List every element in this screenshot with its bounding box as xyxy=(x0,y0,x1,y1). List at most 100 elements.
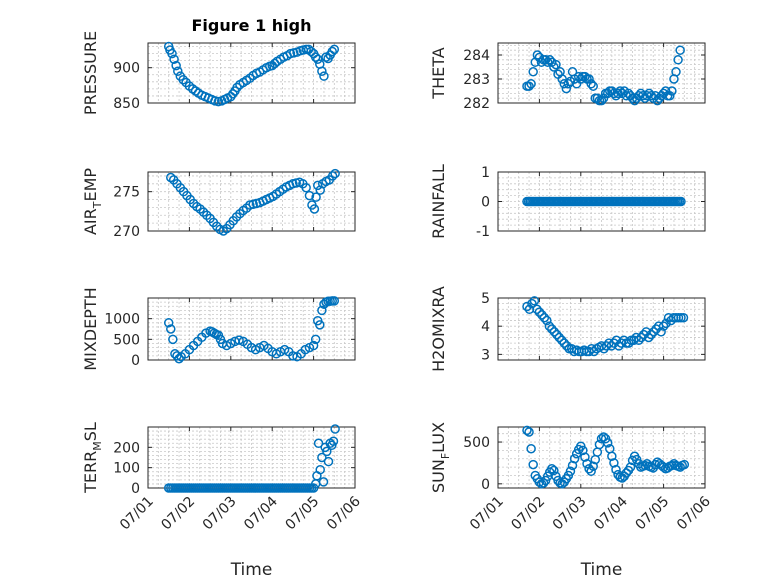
subplot-4: -1 0 1 RAINFALL xyxy=(429,164,706,240)
data-point xyxy=(545,55,555,65)
data-point xyxy=(301,182,311,193)
data-point xyxy=(327,46,337,57)
data-point xyxy=(330,168,340,179)
y-tick-label: 5 xyxy=(481,291,490,307)
x-tick-label: 07/04 xyxy=(241,493,281,533)
data-point xyxy=(661,318,671,329)
data-point xyxy=(528,67,538,77)
data-point xyxy=(168,334,178,345)
data-point xyxy=(163,318,174,328)
y-tick-label: 4 xyxy=(481,319,490,335)
subplot-2: 282 283 284 THETA xyxy=(429,42,706,112)
data-point xyxy=(567,460,578,471)
y-axis-label: PRESSURE xyxy=(81,31,100,115)
data-point xyxy=(522,425,532,436)
x-tick-label: 07/01 xyxy=(467,494,507,534)
data-point xyxy=(306,46,316,57)
axes-border xyxy=(497,426,706,489)
data-point xyxy=(309,204,320,214)
x-tick-label: 07/02 xyxy=(158,494,198,534)
data-point xyxy=(329,44,340,55)
data-point xyxy=(675,45,685,55)
data-point xyxy=(317,452,327,463)
x-tick-label: 07/06 xyxy=(324,493,364,533)
data-point xyxy=(315,185,325,195)
data-point xyxy=(559,79,569,89)
data-point xyxy=(547,464,557,474)
data-point xyxy=(532,304,542,315)
y-axis-label: TERRMSL xyxy=(81,422,104,494)
data-point xyxy=(561,341,572,351)
data-point xyxy=(643,332,654,343)
data-point xyxy=(586,466,596,477)
data-point xyxy=(539,312,550,323)
data-point xyxy=(569,454,580,464)
y-tick-label: 500 xyxy=(463,435,490,451)
data-point xyxy=(582,459,592,469)
data-point xyxy=(232,82,242,93)
data-point xyxy=(646,91,656,101)
data-point xyxy=(310,334,321,345)
data-point xyxy=(627,93,638,103)
data-point xyxy=(178,74,188,85)
figure-title: Figure 1 high xyxy=(192,16,312,35)
data-point xyxy=(549,62,559,72)
data-point xyxy=(542,57,553,67)
axes-border xyxy=(147,42,356,104)
data-point xyxy=(319,71,329,81)
y-tick-label: 3 xyxy=(481,347,490,363)
data-point xyxy=(315,320,325,330)
data-point xyxy=(538,478,549,488)
data-point xyxy=(678,312,689,323)
data-point xyxy=(557,335,567,346)
data-point xyxy=(552,329,562,340)
data-point xyxy=(665,91,675,101)
axes-border xyxy=(497,297,706,361)
data-point xyxy=(167,48,177,59)
data-point xyxy=(584,74,594,84)
data-point xyxy=(528,459,538,470)
subplot-6: 3 4 5 H2OMIXRA xyxy=(429,286,706,372)
data-point xyxy=(573,71,584,82)
data-point xyxy=(317,66,327,76)
data-point xyxy=(621,91,632,101)
data-point xyxy=(561,83,572,94)
y-tick-label: 270 xyxy=(113,224,140,240)
data-point xyxy=(602,438,613,448)
axes-border xyxy=(147,297,356,361)
data-point xyxy=(540,55,551,65)
data-point xyxy=(312,180,323,191)
y-axis-label: THETA xyxy=(429,47,448,99)
data-point xyxy=(534,307,545,317)
data-point xyxy=(646,329,656,340)
data-point xyxy=(169,54,179,64)
data-point xyxy=(318,477,329,487)
subplot-1: 850 900 PRESSURE Figure 1 high xyxy=(81,16,356,115)
data-point xyxy=(529,296,540,306)
x-tick-label: 07/05 xyxy=(633,494,673,534)
data-point xyxy=(322,446,332,457)
y-axis-label: MIXDEPTH xyxy=(81,287,100,370)
y-tick-label: 0 xyxy=(481,195,490,211)
data-point xyxy=(166,172,176,183)
x-tick-label: 07/04 xyxy=(591,493,631,533)
data-point xyxy=(304,190,315,201)
data-point xyxy=(310,52,321,62)
data-point xyxy=(671,67,681,77)
data-point xyxy=(311,192,321,202)
y-tick-label: 200 xyxy=(113,440,140,456)
data-point xyxy=(557,74,567,84)
data-point xyxy=(288,351,298,361)
y-tick-label: 500 xyxy=(113,332,140,348)
data-point xyxy=(549,327,560,337)
data-point xyxy=(171,60,181,71)
data-point xyxy=(565,466,576,477)
data-point xyxy=(166,324,176,334)
data-point xyxy=(615,86,625,96)
data-point xyxy=(658,321,669,331)
data-point xyxy=(327,171,338,181)
y-tick-label: 284 xyxy=(463,48,490,64)
y-axis-label: RAINFALL xyxy=(429,164,448,239)
